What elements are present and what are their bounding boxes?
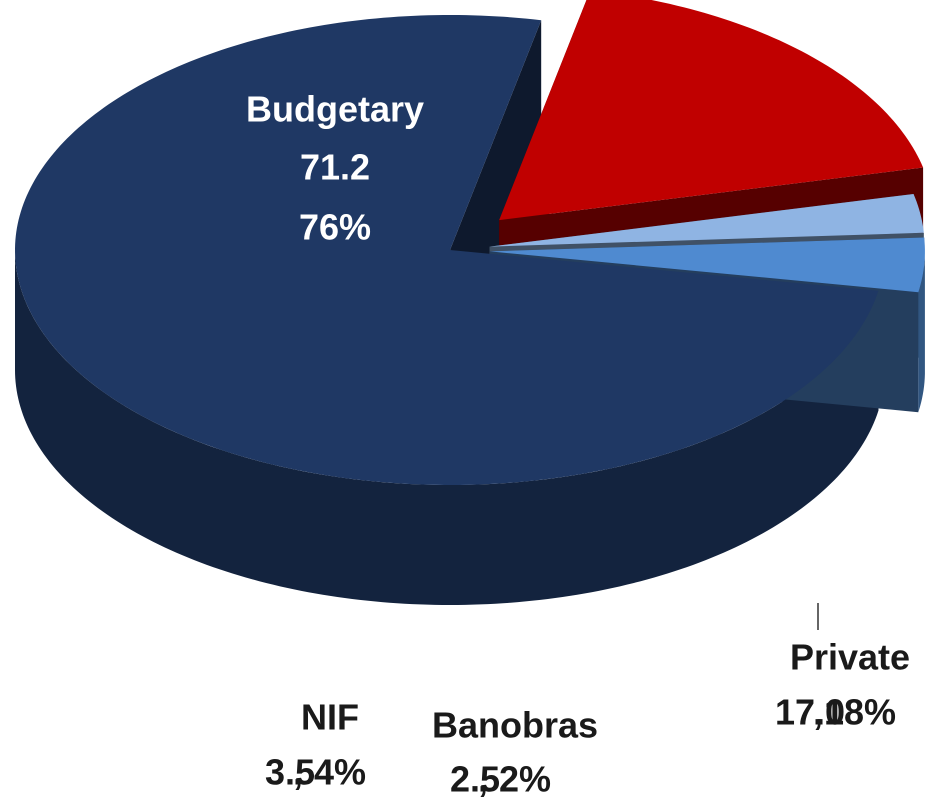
value-label: 71.2 — [300, 147, 370, 188]
slice-top — [489, 194, 924, 247]
label-separator: , — [478, 759, 488, 800]
category-label: Banobras — [432, 705, 598, 746]
slice-top — [15, 15, 879, 485]
category-label: NIF — [301, 697, 359, 738]
category-label: Budgetary — [246, 89, 424, 130]
percent-label: 18% — [824, 692, 896, 733]
slice-side — [15, 250, 879, 605]
percent-label: 2% — [499, 759, 551, 800]
slice-side — [918, 253, 925, 413]
slice-tops — [15, 0, 925, 485]
label-separator: , — [813, 692, 823, 733]
value-label: 3.5 — [265, 752, 315, 793]
percent-label: 76% — [299, 207, 371, 248]
percent-label: 4% — [314, 752, 366, 793]
label-separator: , — [293, 752, 303, 793]
category-label: Private — [790, 637, 910, 678]
slice-top — [499, 0, 924, 221]
value-label: 2.5 — [450, 759, 500, 800]
slice-top — [489, 237, 925, 293]
value-label: 17.0 — [775, 692, 845, 733]
